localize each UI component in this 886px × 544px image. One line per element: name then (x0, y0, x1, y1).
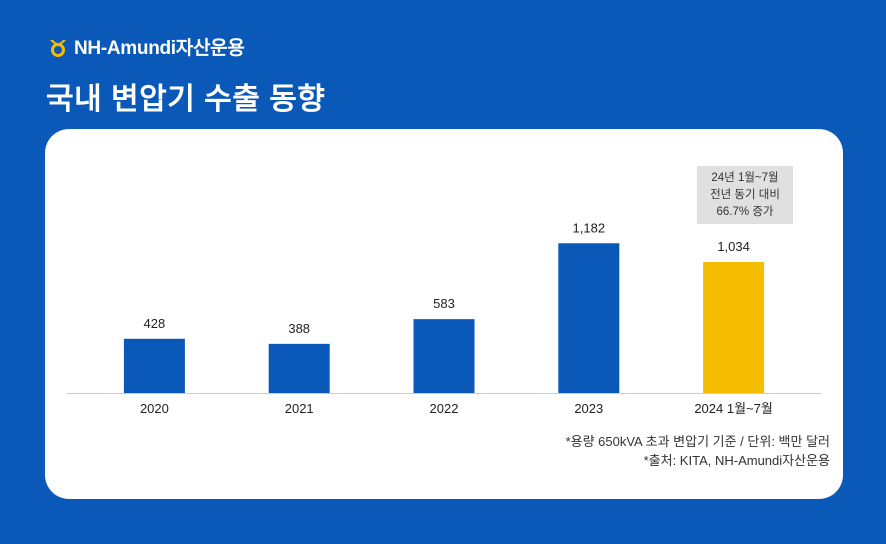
data-label: 1,034 (717, 239, 750, 254)
x-tick-label: 2020 (140, 401, 169, 416)
bar (413, 319, 475, 393)
x-tick-label: 2024 1월~7월 (694, 401, 773, 416)
data-label: 388 (288, 321, 310, 336)
page-title: 국내 변압기 수출 동향 (46, 83, 326, 116)
x-tick-label: 2023 (574, 401, 603, 416)
bar (123, 338, 185, 393)
brand-logo: NH-Amundi자산운용 (48, 33, 245, 60)
bar (703, 262, 765, 393)
footnotes: *용량 650kVA 초과 변압기 기준 / 단위: 백만 달러 *출처: KI… (566, 432, 830, 470)
data-label: 1,182 (573, 220, 606, 235)
brand-name: NH-Amundi자산운용 (74, 38, 245, 59)
annotation-line: 66.7% 증가 (716, 206, 774, 218)
annotation-line: 24년 1월~7월 (711, 172, 779, 184)
annotation-line: 전년 동기 대비 (710, 189, 780, 201)
x-tick-label: 2022 (430, 401, 459, 416)
growth-annotation: 24년 1월~7월 전년 동기 대비 66.7% 증가 (697, 166, 793, 224)
nh-logo-icon (50, 39, 66, 57)
footnote-unit: *용량 650kVA 초과 변압기 기준 / 단위: 백만 달러 (565, 434, 830, 449)
x-tick-label: 2021 (285, 401, 314, 416)
data-label: 583 (433, 296, 455, 311)
data-label: 428 (144, 316, 166, 331)
bar (268, 343, 330, 393)
footnote-source: *출처: KITA, NH-Amundi자산운용 (643, 453, 830, 468)
bar (558, 243, 620, 393)
